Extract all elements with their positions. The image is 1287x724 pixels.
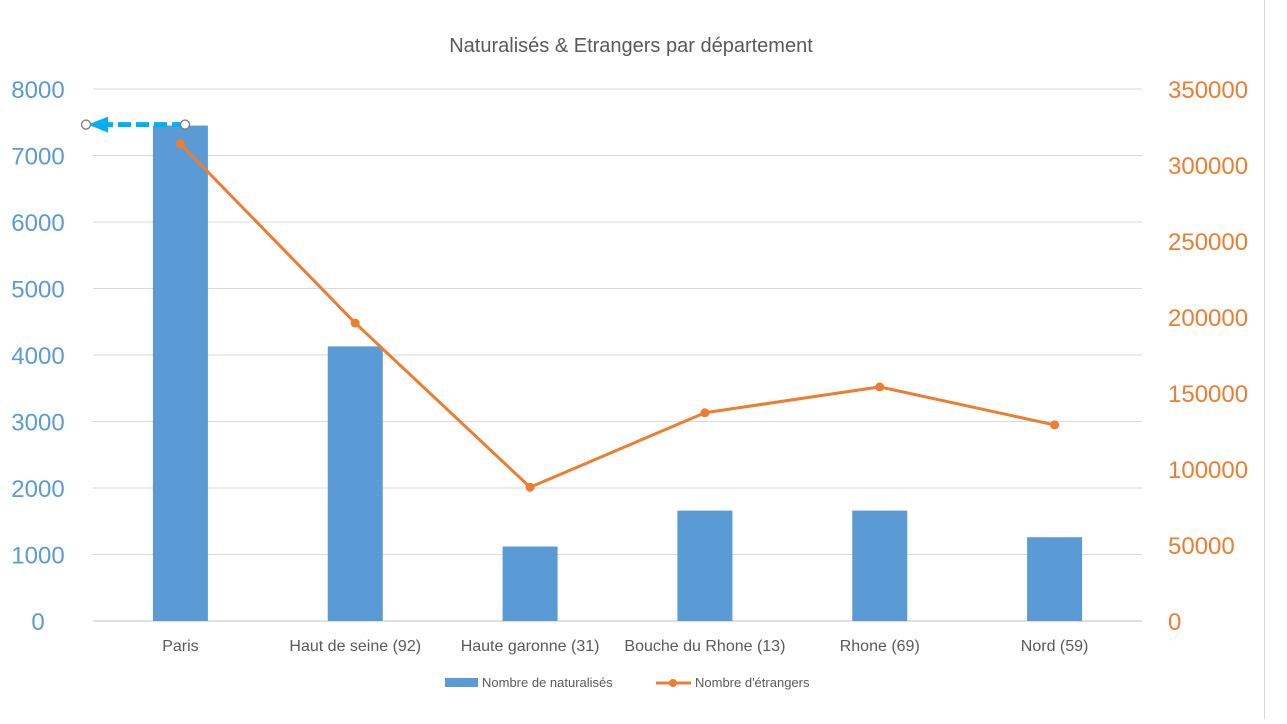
annotation-end-handle xyxy=(179,119,191,130)
y-left-tick-label: 1000 xyxy=(11,543,64,570)
annotation[interactable] xyxy=(80,116,191,133)
chart-title: Naturalisés & Etrangers par département xyxy=(449,35,813,57)
y-right-tick-label: 250000 xyxy=(1168,229,1248,256)
y-left-tick-label: 8000 xyxy=(11,77,64,104)
right-axis: 0 50000 100000 150000 200000 250000 300000 3500… xyxy=(1168,77,1248,636)
bar xyxy=(152,125,208,621)
bar xyxy=(852,510,908,621)
bar xyxy=(677,510,733,621)
y-right-tick-label: 100000 xyxy=(1168,457,1248,484)
y-right-tick-label: 300000 xyxy=(1168,153,1248,180)
left-axis: 0 1000 2000 3000 4000 5000 6000 7000 8000 xyxy=(11,77,64,636)
line-point xyxy=(350,318,360,328)
x-tick-label: Paris xyxy=(162,638,198,655)
line-point xyxy=(875,382,885,392)
x-tick-label: Haut de seine (92) xyxy=(289,638,421,655)
bar-series xyxy=(152,125,1083,621)
window-edge-divider xyxy=(1264,0,1265,719)
bar xyxy=(502,546,558,621)
y-left-tick-label: 0 xyxy=(31,609,44,636)
legend-swatch-marker xyxy=(669,679,677,687)
legend-swatch-bar xyxy=(445,678,478,687)
line-point xyxy=(175,139,185,149)
y-right-tick-label: 0 xyxy=(1168,609,1181,636)
bar xyxy=(1027,537,1083,621)
x-tick-label: Haute garonne (31) xyxy=(461,638,600,655)
y-right-tick-label: 50000 xyxy=(1168,533,1235,560)
x-tick-label: Bouche du Rhone (13) xyxy=(624,638,785,655)
line-point xyxy=(1050,420,1060,430)
legend-label: Nombre d'étrangers xyxy=(695,675,810,690)
bar xyxy=(327,346,383,621)
y-right-tick-label: 350000 xyxy=(1168,77,1248,104)
y-left-tick-label: 6000 xyxy=(11,210,64,237)
gridlines xyxy=(93,88,1142,622)
legend: Nombre de naturalisés Nombre d'étrangers xyxy=(445,675,810,690)
y-left-tick-label: 2000 xyxy=(11,476,64,503)
series-line xyxy=(179,142,1055,489)
line-point xyxy=(525,482,535,492)
line-point xyxy=(700,408,710,418)
annotation-arrowhead xyxy=(88,116,108,133)
y-left-tick-label: 7000 xyxy=(11,144,64,171)
line-series xyxy=(175,139,1060,492)
x-tick-label: Nord (59) xyxy=(1021,638,1089,655)
y-right-tick-label: 200000 xyxy=(1168,305,1248,332)
y-left-tick-label: 4000 xyxy=(11,343,64,370)
y-left-tick-label: 3000 xyxy=(11,410,64,437)
x-axis: Paris Haut de seine (92) Haute garonne (31… xyxy=(162,638,1088,655)
annotation-start-handle xyxy=(80,119,92,130)
y-left-tick-label: 5000 xyxy=(11,277,64,304)
legend-label: Nombre de naturalisés xyxy=(482,675,613,690)
y-right-tick-label: 150000 xyxy=(1168,381,1248,408)
x-tick-label: Rhone (69) xyxy=(840,638,920,655)
